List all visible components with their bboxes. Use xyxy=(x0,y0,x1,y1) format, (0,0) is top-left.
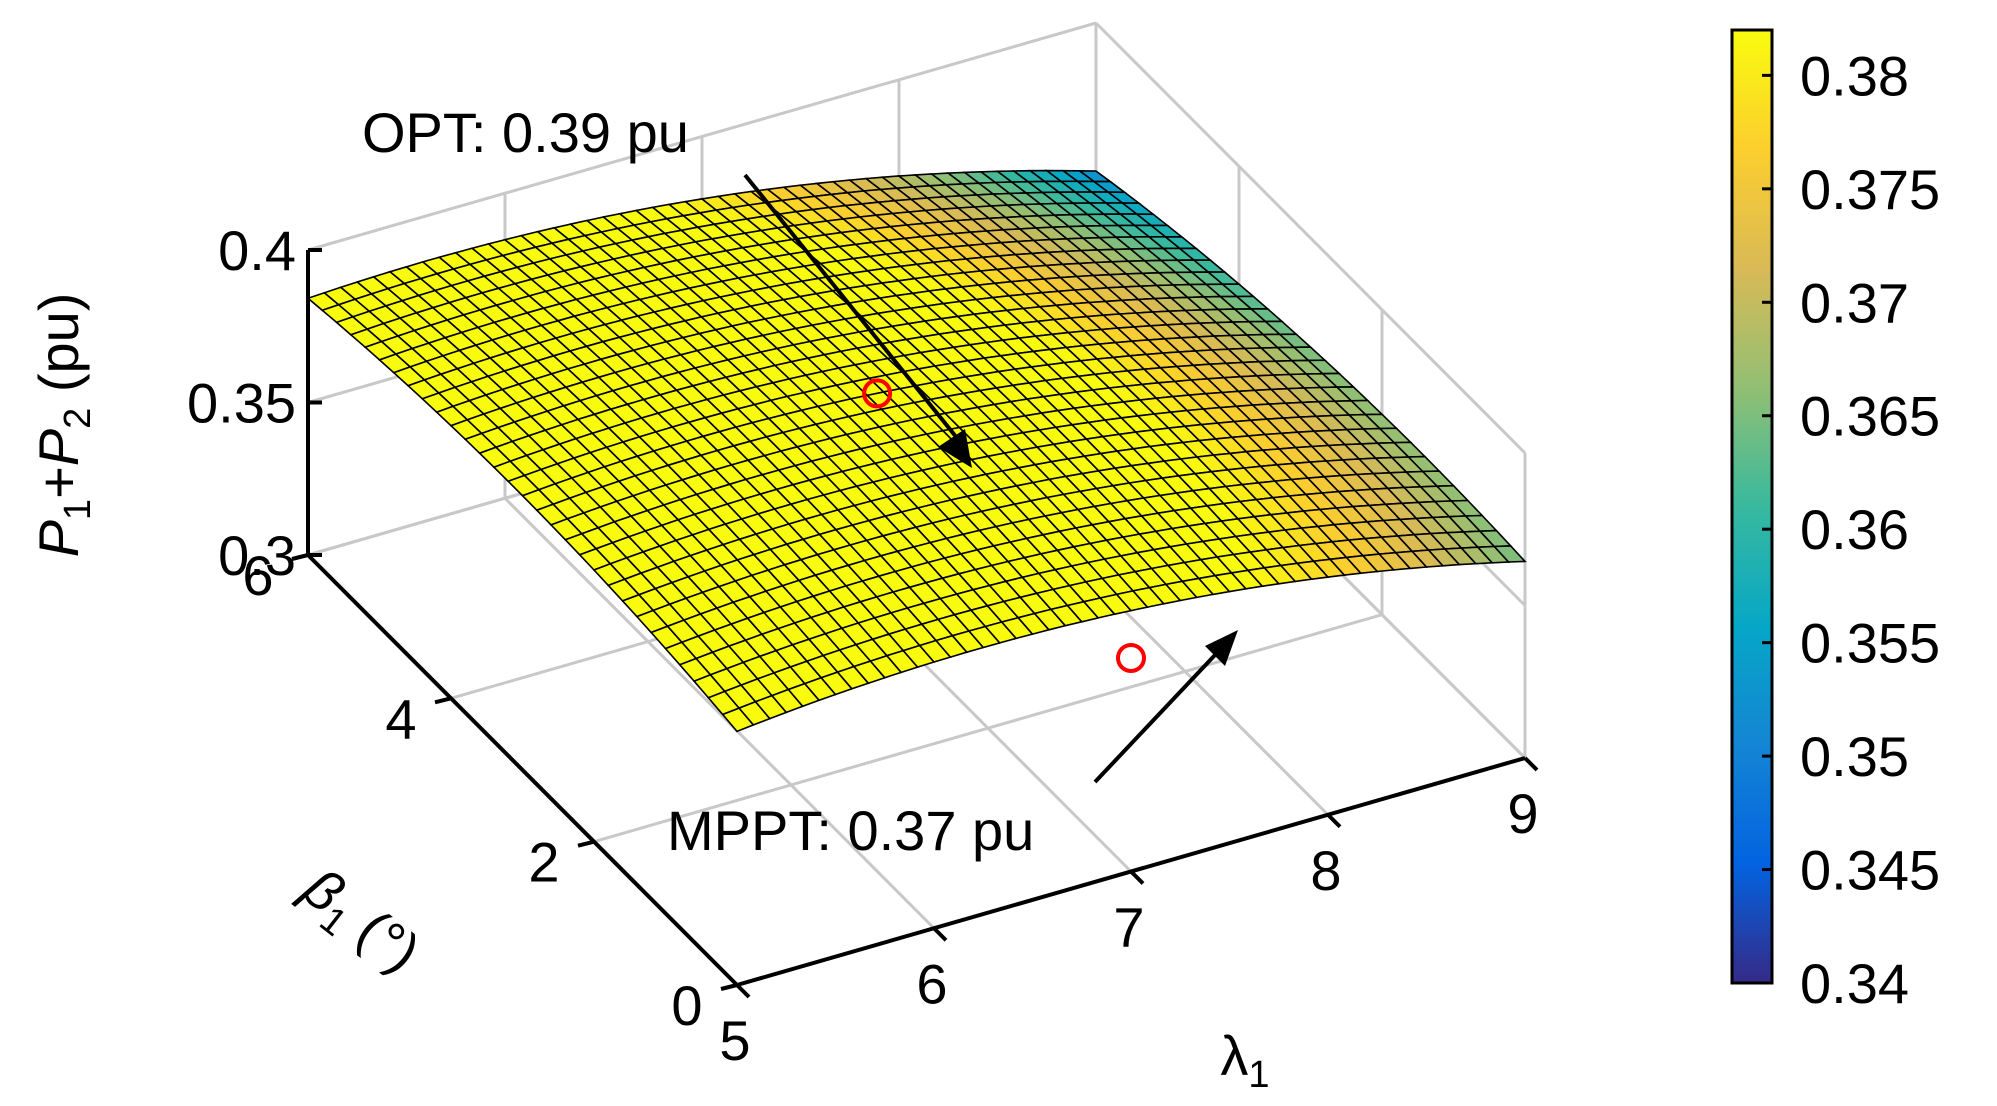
colorbar-tick-label: 0.38 xyxy=(1800,44,1909,107)
y-tick-label: 6 xyxy=(242,544,273,607)
z-tick-label: 0.3 xyxy=(218,524,296,587)
opt-annotation: OPT: 0.39 pu xyxy=(362,101,689,164)
z-label-sub1: 1 xyxy=(57,499,99,520)
x-label-sub: 1 xyxy=(1248,1054,1269,1096)
colorbar-fill xyxy=(1730,28,1774,985)
x-tick xyxy=(932,926,948,942)
colorbar-tick-label: 0.375 xyxy=(1800,158,1940,221)
surface-patch xyxy=(1492,545,1527,563)
y-tick xyxy=(434,696,452,705)
opt-arrow-shaft xyxy=(743,173,959,440)
x-tick xyxy=(735,983,751,999)
mppt-marker xyxy=(1116,643,1146,673)
x-tick-label: 9 xyxy=(1507,782,1538,845)
y-tick-label: 2 xyxy=(528,831,559,894)
opt-marker xyxy=(862,378,893,409)
z-label-unit: (pu) xyxy=(27,293,90,408)
x-tick-label: 8 xyxy=(1310,839,1341,902)
y-tick-label: 0 xyxy=(671,974,702,1037)
z-label-sub2: 2 xyxy=(57,408,99,429)
y-axis-line xyxy=(306,553,739,987)
x-tick xyxy=(1523,756,1539,772)
grid-line-backwall-z xyxy=(307,21,1097,252)
x-tick xyxy=(1129,870,1145,885)
x-label-symbol: λ xyxy=(1220,1024,1248,1087)
x-tick xyxy=(1326,813,1342,829)
z-label-p2: P xyxy=(27,429,90,466)
z-tick-label: 0.4 xyxy=(218,219,296,282)
z-label-p1: P xyxy=(27,520,90,557)
y-tick xyxy=(720,983,738,991)
y-label-unit: (°) xyxy=(334,888,432,984)
x-tick-label: 6 xyxy=(916,952,947,1015)
z-label-plus: + xyxy=(27,466,90,499)
colorbar-ticks: 0.34 0.345 0.35 0.355 0.36 0.365 0.37 0.375 0.38 xyxy=(1762,44,1940,1015)
colorbar-tick-label: 0.34 xyxy=(1800,952,1909,1015)
grid-line-floor-y xyxy=(593,613,1383,844)
annotations: OPT: 0.39 pu MPPT: 0.37 pu xyxy=(362,101,1238,862)
colorbar-tick-label: 0.345 xyxy=(1800,839,1940,902)
y-tick xyxy=(577,839,595,848)
x-tick-label: 5 xyxy=(719,1009,750,1072)
grid-line-sidewall-z xyxy=(1094,21,1527,455)
colorbar-tick-label: 0.365 xyxy=(1800,385,1940,448)
colorbar-tick-label: 0.355 xyxy=(1800,612,1940,675)
mppt-arrow-shaft xyxy=(1093,653,1217,784)
colorbar-tick-label: 0.36 xyxy=(1800,498,1909,561)
colorbar-tick-label: 0.37 xyxy=(1800,271,1909,334)
surface-mesh xyxy=(306,169,1527,733)
y-tick-label: 4 xyxy=(385,687,416,750)
mppt-annotation: MPPT: 0.37 pu xyxy=(667,799,1034,862)
y-tick xyxy=(291,553,309,561)
y-axis-label: β1 (°) xyxy=(285,854,432,991)
colorbar: 0.34 0.345 0.35 0.355 0.36 0.365 0.37 0.375 0.38 xyxy=(1730,28,1940,1015)
x-axis-label: λ1 xyxy=(1220,1024,1269,1096)
x-tick-label: 7 xyxy=(1113,896,1144,959)
mppt-arrow-head xyxy=(1205,630,1238,666)
opt-arrow-head xyxy=(938,429,972,468)
colorbar-tick-label: 0.35 xyxy=(1800,725,1909,788)
z-tick-label: 0.35 xyxy=(187,372,296,435)
grid-line-floor-x xyxy=(503,497,936,930)
z-axis-label: P1+P2 (pu) xyxy=(27,293,99,558)
